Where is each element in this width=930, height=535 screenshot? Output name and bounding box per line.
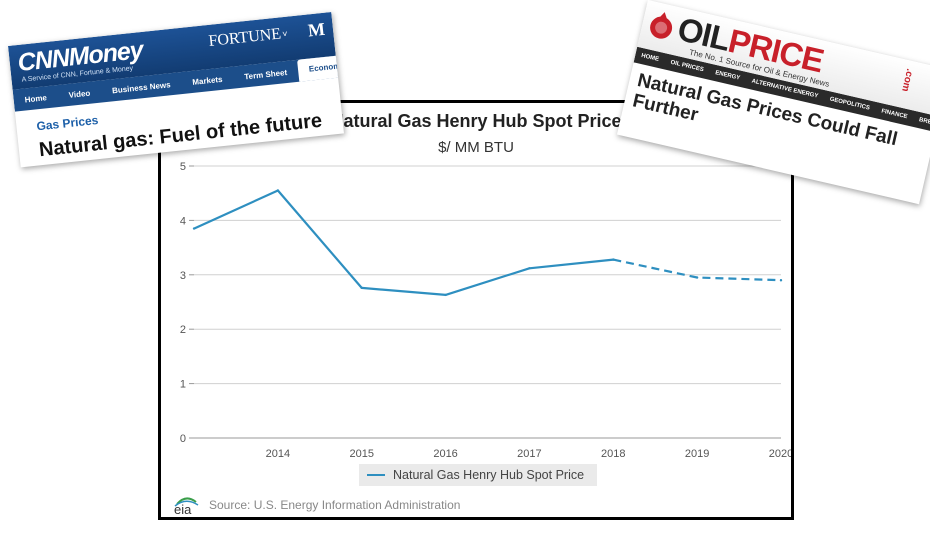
data-point <box>528 267 531 270</box>
oilprice-logo-com: .com <box>899 67 916 93</box>
chart-subtitle: $/ MM BTU <box>438 139 514 156</box>
data-point <box>444 293 447 297</box>
legend-label: Natural Gas Henry Hub Spot Price <box>393 468 585 482</box>
y-tick-label: 5 <box>180 161 186 173</box>
cnn-nav-business-news: Business News <box>111 79 171 95</box>
y-tick-label: 4 <box>180 215 186 227</box>
cnn-nav-video: Video <box>68 88 91 100</box>
cnn-nav-term-sheet: Term Sheet <box>243 67 288 81</box>
x-tick-label: 2019 <box>685 448 709 460</box>
series-line-historical <box>193 189 614 296</box>
x-tick-label: 2017 <box>517 448 541 460</box>
data-point <box>360 286 363 290</box>
chevron-down-icon: ˅ <box>281 28 289 40</box>
data-point <box>612 258 615 261</box>
oil-nav-breaking: BREAKING <box>918 117 930 131</box>
eia-logo-text: eia <box>174 502 192 516</box>
data-point <box>779 279 783 282</box>
y-tick-label: 2 <box>180 324 186 336</box>
source-text: Source: U.S. Energy Information Administ… <box>209 498 461 512</box>
x-tick-label: 2018 <box>601 448 625 460</box>
data-point <box>192 227 196 230</box>
x-tick-label: 2016 <box>433 448 457 460</box>
y-tick-label: 1 <box>180 379 186 391</box>
x-tick-label: 2015 <box>349 448 373 460</box>
oilprice-clipping: OILPRICE .com The No. 1 Source for Oil &… <box>616 0 930 205</box>
x-tick-label: 2020 <box>769 448 791 460</box>
y-tick-label: 0 <box>180 433 186 445</box>
cnn-nav-home: Home <box>24 92 48 105</box>
oil-nav-home: HOME <box>640 52 660 63</box>
legend-swatch <box>367 474 385 476</box>
source-row: eia Source: U.S. Energy Information Admi… <box>171 494 460 516</box>
chart-legend: Natural Gas Henry Hub Spot Price <box>359 464 597 486</box>
oilprice-header: OILPRICE .com The No. 1 Source for Oil &… <box>637 0 930 117</box>
chart-title: Natural Gas Henry Hub Spot Price <box>330 111 622 131</box>
x-tick-label: 2014 <box>266 448 290 460</box>
data-point <box>276 189 280 192</box>
cnn-fortune-link: FORTUNE <box>207 25 282 50</box>
cnn-nav-markets: Markets <box>191 74 223 87</box>
y-tick-label: 3 <box>180 270 186 282</box>
chart-plot: 0 1 2 3 4 5 2014 2015 2016 2017 2018 2019 2020 <box>180 161 791 460</box>
chart-card: 0 1 2 3 4 5 2014 2015 2016 2017 2018 2019 2020 Natur… <box>158 100 794 520</box>
data-point <box>695 276 699 279</box>
cnn-more-brand: M <box>306 18 326 41</box>
eia-logo-icon: eia <box>174 497 199 516</box>
oil-drop-logo-icon <box>650 12 673 39</box>
